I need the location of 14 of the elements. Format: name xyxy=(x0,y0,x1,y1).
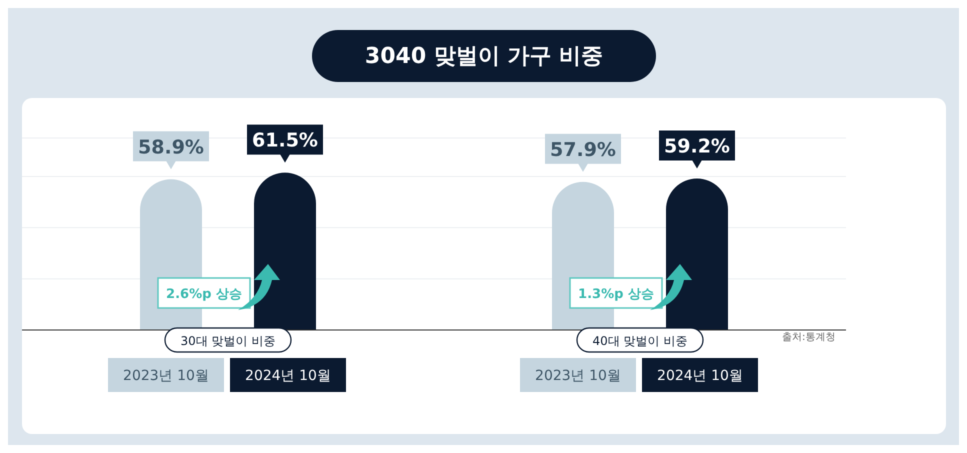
x-tick-label: 40대 맞벌이 비중 xyxy=(592,334,688,348)
text: 2024년 10월 xyxy=(657,368,743,384)
text: 2023년 10월 xyxy=(123,368,209,384)
annotation: 1.3%p 상승 xyxy=(578,287,654,302)
annotation: 2.6%p 상승 xyxy=(166,287,242,302)
x-tick-label: 30대 맞벌이 비중 xyxy=(180,334,276,348)
chart-title: 3040 맞벌이 가구 비중 xyxy=(312,30,656,82)
text: 2024년 10월 xyxy=(245,368,331,384)
data-label: 61.5% xyxy=(252,130,318,152)
data-label: 58.9% xyxy=(138,136,204,158)
data-label: 59.2% xyxy=(664,136,730,158)
data-label: 57.9% xyxy=(550,138,616,161)
source-note: 출처:통계청 xyxy=(782,331,836,344)
text: 2023년 10월 xyxy=(535,368,621,384)
